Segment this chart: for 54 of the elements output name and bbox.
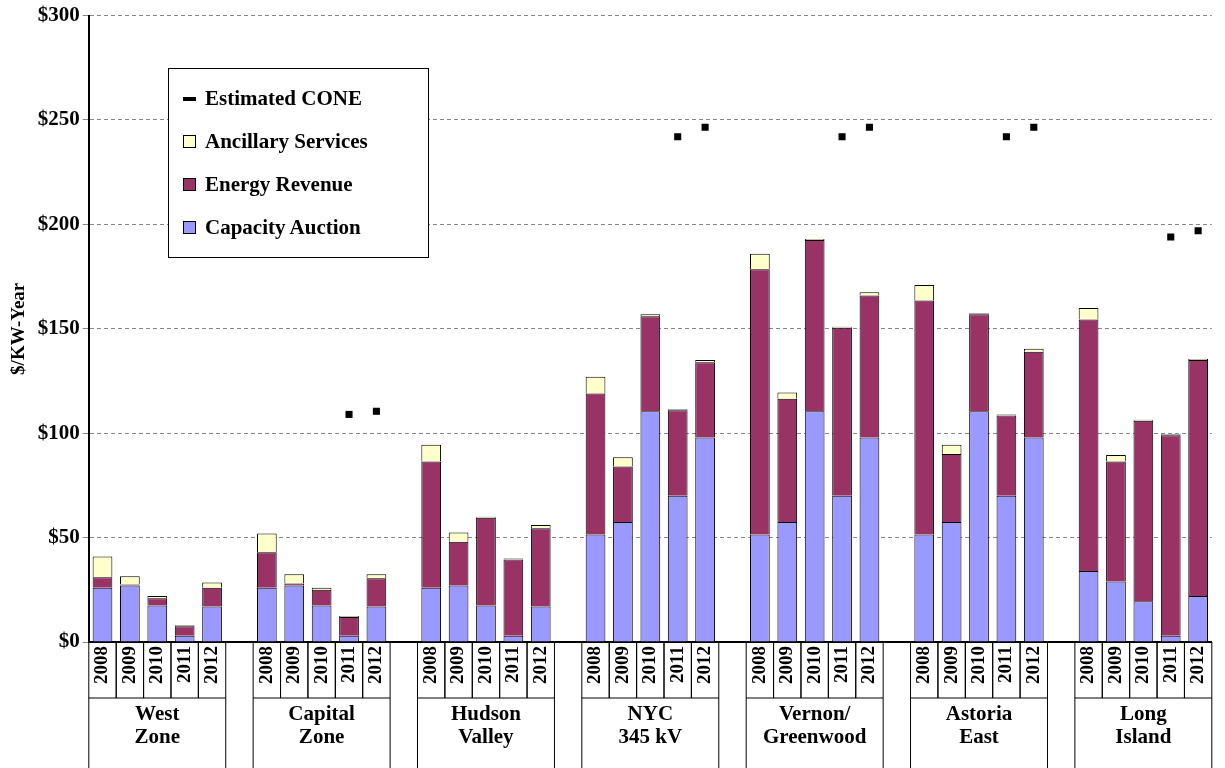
x-tick-label: 2009: [117, 646, 139, 684]
x-tick-label: 2009: [446, 646, 468, 684]
x-tick-label: 2008: [747, 646, 769, 684]
text: Astoria East: [945, 701, 1013, 748]
legend-label: Energy Revenue: [205, 172, 353, 197]
x-tick-label: 2012: [1021, 646, 1043, 684]
text: Long Island: [1115, 701, 1172, 748]
y-tick-label: $250: [37, 106, 80, 131]
x-tick-label: 2012: [1186, 646, 1208, 684]
text: Vernon/ Greenwood: [762, 701, 867, 748]
y-tick-label: $150: [37, 315, 80, 340]
x-tick-label: 2012: [364, 646, 386, 684]
x-tick-label: 2010: [638, 646, 660, 684]
x-tick-label: 2008: [90, 646, 112, 684]
y-tick-label: $200: [37, 210, 80, 235]
x-tick-label: 2009: [610, 646, 632, 684]
x-tick-label: 2008: [583, 646, 605, 684]
x-tick-label: 2011: [1158, 646, 1180, 683]
x-tick-label: 2010: [802, 646, 824, 684]
x-tick-label: 2008: [254, 646, 276, 684]
legend-label: Capacity Auction: [205, 215, 361, 240]
x-tick-label: 2010: [145, 646, 167, 684]
x-tick-label: 2010: [473, 646, 495, 684]
x-tick-label: 2012: [528, 646, 550, 684]
text: Hudson Valley: [450, 701, 522, 748]
x-tick-label: 2009: [939, 646, 961, 684]
x-tick-label: 2012: [857, 646, 879, 684]
x-tick-label: 2008: [419, 646, 441, 684]
x-tick-label: 2010: [309, 646, 331, 684]
x-tick-label: 2008: [1076, 646, 1098, 684]
x-tick-label: 2010: [966, 646, 988, 684]
x-tick-label: 2008: [912, 646, 934, 684]
text: Capital Zone: [288, 701, 356, 748]
x-tick-label: 2009: [282, 646, 304, 684]
x-tick-label: 2009: [775, 646, 797, 684]
x-tick-label: 2011: [172, 646, 194, 683]
x-tick-label: 2011: [994, 646, 1016, 683]
y-tick-label: $0: [58, 628, 80, 653]
legend-label: Ancillary Services: [205, 129, 368, 154]
x-tick-label: 2012: [199, 646, 221, 684]
y-tick-label: $100: [37, 419, 80, 444]
x-tick-label: 2012: [693, 646, 715, 684]
x-tick-label: 2011: [665, 646, 687, 683]
text: West Zone: [134, 701, 181, 748]
x-tick-label: 2011: [501, 646, 523, 683]
y-tick-label: $300: [37, 2, 80, 27]
x-tick-label: 2009: [1103, 646, 1125, 684]
y-tick-label: $50: [48, 524, 80, 549]
legend-label: Estimated CONE: [205, 86, 362, 111]
text: NYC 345 kV: [618, 701, 683, 748]
x-tick-label: 2011: [336, 646, 358, 683]
x-tick-label: 2010: [1131, 646, 1153, 684]
x-tick-label: 2011: [829, 646, 851, 683]
y-axis-title: $/KW-Year: [7, 282, 29, 375]
